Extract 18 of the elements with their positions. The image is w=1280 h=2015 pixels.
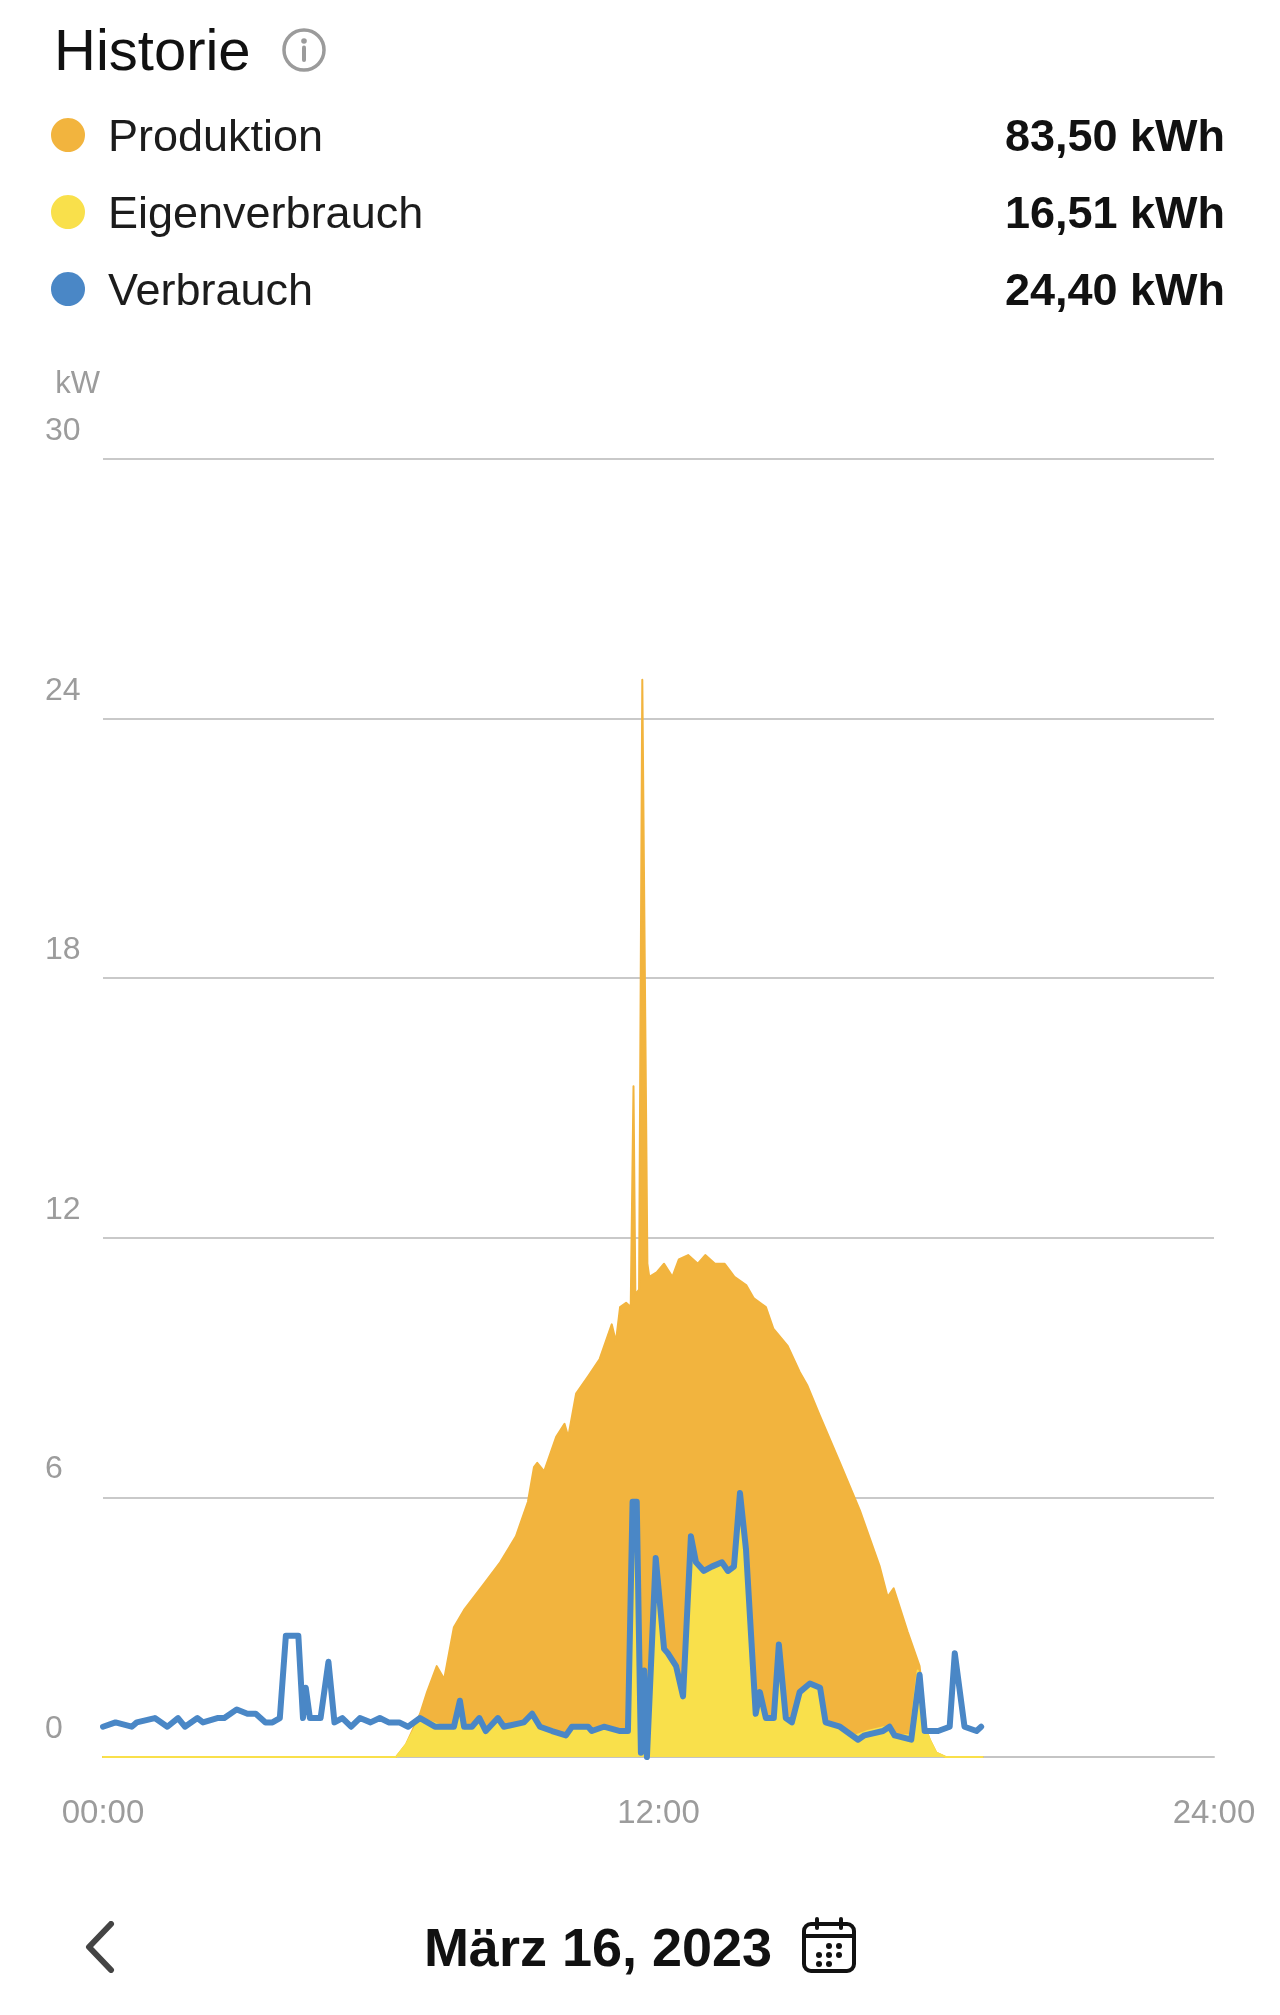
legend-label: Verbrauch	[108, 263, 314, 315]
y-axis-title: kW	[55, 364, 101, 400]
x-tick-label: 00:00	[61, 1793, 145, 1830]
y-tick-label: 0	[45, 1709, 63, 1745]
x-tick-label: 24:00	[1172, 1793, 1256, 1830]
text: 83,50 kWh	[1004, 109, 1225, 161]
text: 24,40 kWh	[1004, 263, 1225, 315]
text: März 16, 2023	[423, 1917, 773, 1977]
y-tick-label: 30	[45, 411, 81, 447]
chart-title: Historie	[54, 16, 251, 82]
y-tick-label: 24	[45, 670, 81, 707]
x-tick-label: 12:00	[617, 1793, 700, 1830]
legend-label: Eigenverbrauch	[108, 186, 424, 238]
y-tick-label: 18	[45, 930, 81, 967]
y-tick-label: 12	[45, 1189, 81, 1226]
legend-label: Produktion	[108, 109, 324, 161]
text: 16,51 kWh	[1004, 186, 1225, 238]
y-tick-label: 6	[45, 1449, 63, 1486]
